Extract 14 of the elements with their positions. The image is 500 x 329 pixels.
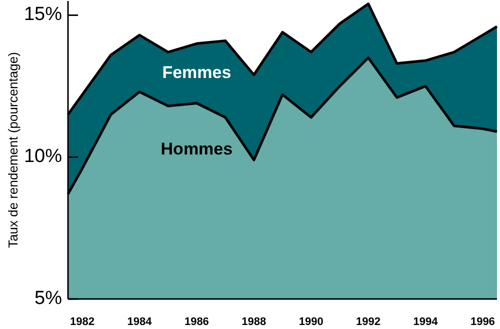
y-tick-label: 5%	[34, 288, 62, 310]
x-tick-label: 1982	[70, 316, 95, 328]
x-tick-label: 1990	[298, 316, 324, 328]
x-tick-label: 1994	[413, 316, 439, 328]
x-tick-label: 1984	[127, 316, 153, 328]
series-label: Femmes	[162, 62, 232, 82]
x-tick-label: 1996	[470, 316, 495, 328]
x-tick-label: 1992	[356, 316, 381, 328]
series-label: Hommes	[160, 140, 233, 159]
y-axis-title: Taux de rendement (pourcentage)	[5, 52, 20, 248]
x-tick-label: 1986	[184, 316, 209, 328]
y-tick-label: 10%	[24, 146, 62, 168]
y-tick-label: 15%	[24, 4, 62, 26]
x-tick-label: 1988	[242, 316, 266, 328]
